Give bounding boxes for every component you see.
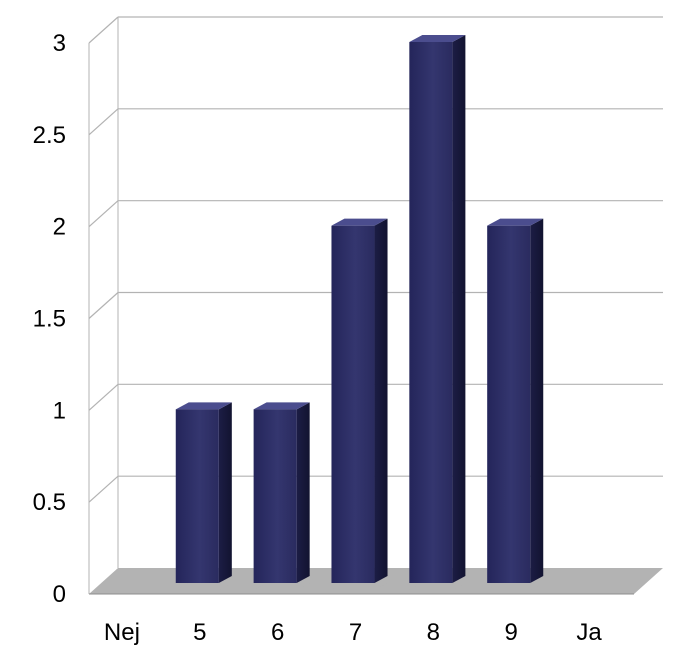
x-tick-label: 8 [427, 619, 440, 645]
x-tick-label: Ja [576, 619, 602, 645]
bars [175, 35, 544, 590]
bar [253, 409, 297, 583]
gridline-side [88, 16, 119, 44]
x-axis-tick-labels: Nej 5 6 7 8 9 Ja [104, 619, 602, 645]
bar-floor-overlay [253, 583, 310, 590]
bar [487, 225, 531, 583]
bar-side [452, 35, 466, 583]
bar-floor-overlay [175, 583, 232, 590]
gridline-side [88, 383, 119, 411]
y-tick-label: 1 [53, 397, 66, 424]
gridline-side [88, 292, 119, 319]
y-tick-label: 2.5 [33, 122, 66, 149]
x-tick-label: 9 [505, 619, 518, 645]
bar-side [218, 402, 232, 583]
bar [409, 42, 453, 583]
bar [175, 409, 219, 583]
x-tick-label: 5 [193, 619, 206, 645]
bar-top [253, 402, 310, 410]
y-tick-label: 0 [53, 581, 66, 608]
bar-floor-overlay [331, 583, 388, 590]
bar-floor-overlay [487, 583, 544, 590]
bar-side [374, 218, 388, 583]
y-tick-label: 0.5 [33, 489, 66, 516]
bar-top [487, 218, 544, 226]
gridline-side [88, 108, 119, 136]
bar-top [331, 218, 388, 226]
bar [331, 225, 375, 583]
bar-top [175, 402, 232, 410]
bar-side [530, 218, 544, 583]
gridline-side [88, 475, 119, 503]
bar-side [296, 402, 310, 583]
bar-floor-overlay [409, 583, 466, 590]
y-tick-label: 2 [53, 214, 66, 241]
bar-top [409, 35, 466, 42]
y-tick-label: 3 [53, 30, 66, 57]
x-tick-label: 6 [271, 619, 284, 645]
x-tick-label: 7 [349, 619, 362, 645]
y-axis-tick-labels: 0 0.5 1 1.5 2 2.5 3 [33, 30, 66, 608]
gridline-side [88, 200, 119, 228]
x-tick-label: Nej [104, 619, 140, 645]
y-tick-label: 1.5 [33, 306, 66, 333]
